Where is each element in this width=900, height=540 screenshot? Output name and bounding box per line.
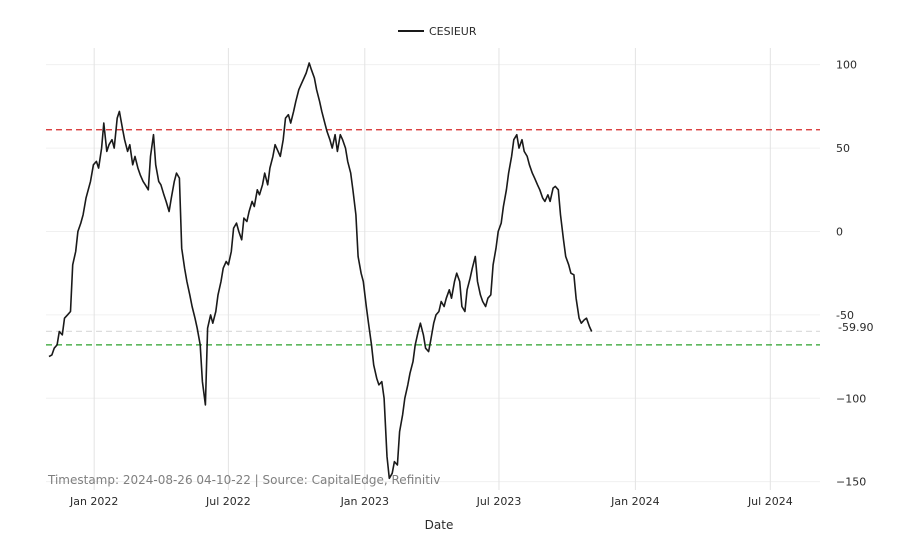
legend-label: CESIEUR: [429, 25, 477, 38]
y-tick-label: 0: [836, 225, 843, 238]
y-tick-label: 50: [836, 142, 850, 155]
y-tick-label: −100: [836, 392, 866, 405]
y-tick-label: 100: [836, 59, 857, 72]
x-tick-label: Jan 2022: [69, 495, 118, 508]
timestamp-annotation: Timestamp: 2024-08-26 04-10-22 | Source:…: [47, 473, 440, 487]
x-tick-label: Jan 2023: [340, 495, 389, 508]
y-axis: 100 50 0 -50 −100 −150: [836, 59, 866, 489]
x-tick-label: Jul 2024: [747, 495, 793, 508]
y-tick-label: -50: [836, 309, 854, 322]
x-tick-label: Jul 2022: [205, 495, 251, 508]
reference-lines: [46, 129, 820, 346]
series-line-cesieur: [48, 62, 593, 480]
x-tick-label: Jul 2023: [476, 495, 522, 508]
x-tick-label: Jan 2024: [610, 495, 659, 508]
last-value-label: -59.90: [838, 321, 873, 334]
x-axis-title: Date: [425, 518, 454, 532]
x-axis: Jan 2022 Jul 2022 Jan 2023 Jul 2023 Jan 2024…: [69, 495, 793, 508]
grid-lines: [46, 48, 820, 490]
y-tick-label: −150: [836, 476, 866, 489]
series-lines: [48, 62, 593, 480]
legend: CESIEUR: [398, 25, 477, 38]
